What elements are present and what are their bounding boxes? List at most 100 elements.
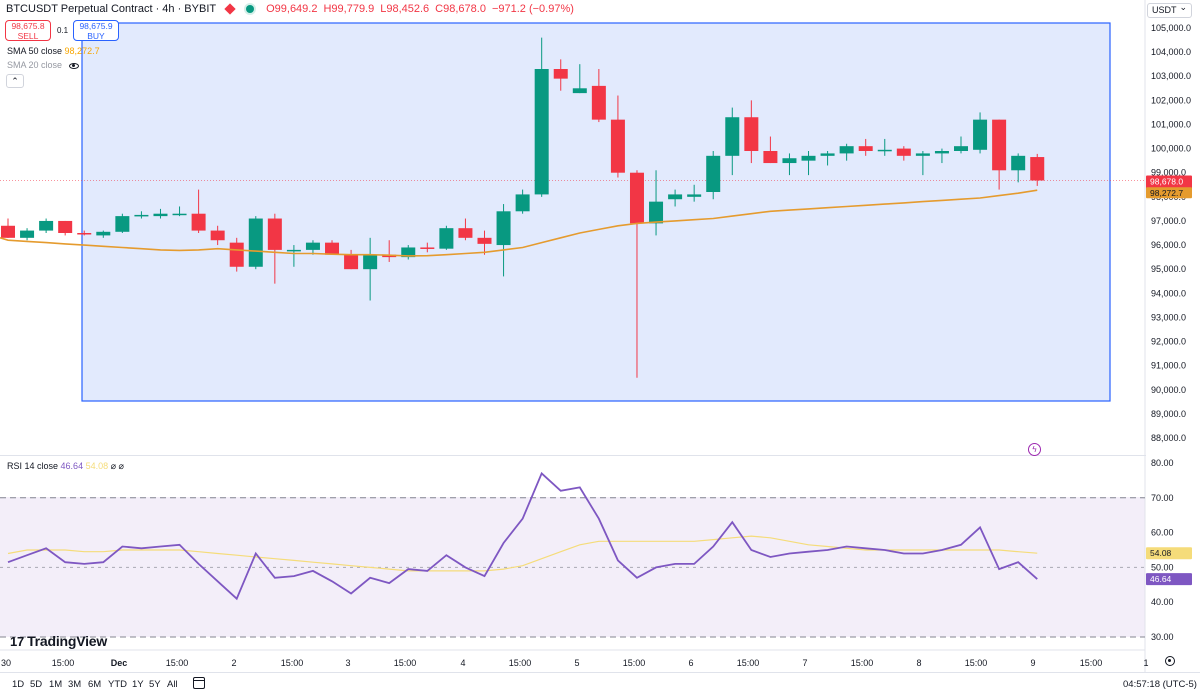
- rsi-ma-line: [7, 535, 1038, 572]
- candle-body: [96, 231, 111, 236]
- timeframe-5d[interactable]: 5D: [30, 679, 43, 690]
- market-status-icon[interactable]: [246, 5, 255, 13]
- price-axis-label: 92,000.0: [1151, 337, 1186, 347]
- sell-price: 98,675.8: [11, 21, 45, 31]
- price-axis-label: 101,000.0: [1151, 119, 1191, 129]
- candle-body: [115, 216, 130, 232]
- candle-body: [591, 85, 606, 120]
- sma20-legend[interactable]: SMA 20 close: [7, 60, 79, 70]
- sma50-legend[interactable]: SMA 50 close 98,272.7: [7, 46, 100, 56]
- candle-body: [954, 146, 968, 151]
- sma50-line: [0, 189, 1038, 257]
- timeframe-5y[interactable]: 5Y: [149, 679, 161, 690]
- candle-body: [668, 194, 683, 200]
- sma20-label: SMA 20 close: [7, 60, 63, 70]
- candle-body: [496, 211, 511, 246]
- candle-body: [305, 242, 320, 250]
- candle-body: [153, 213, 168, 217]
- candle-body: [992, 119, 1007, 171]
- price-axis-label: 99,000.0: [1151, 168, 1186, 178]
- candle-body: [706, 155, 721, 192]
- candle-body: [363, 254, 378, 270]
- timeframe-1m[interactable]: 1M: [49, 679, 63, 690]
- sma-price-tag-bg: [1146, 187, 1192, 199]
- tradingview-logo[interactable]: 17 TradingView: [10, 633, 107, 649]
- buy-button[interactable]: 98,675.9 BUY: [73, 20, 119, 41]
- candle-body: [1011, 155, 1026, 171]
- candle-body: [229, 242, 244, 267]
- time-axis-label: 5: [574, 658, 579, 668]
- ohlc-change: −971.2 (−0.97%): [491, 3, 574, 15]
- rsi-legend[interactable]: RSI 14 close 46.64 54.08 ⌀ ⌀: [7, 461, 124, 472]
- ohlc-close: C98,678.0: [435, 3, 486, 15]
- rsi-axis-label: 70.00: [1151, 493, 1174, 503]
- ohlc-low: L98,452.6: [380, 3, 430, 15]
- ohlc-open: O99,649.2: [266, 3, 318, 15]
- sell-label: SELL: [17, 30, 39, 41]
- candle-body: [420, 247, 435, 249]
- sma-price-tag: 98,272.7: [1150, 188, 1183, 198]
- candle-body: [439, 228, 454, 249]
- rsi-options[interactable]: ⌀ ⌀: [110, 461, 124, 471]
- timeframe-6m[interactable]: 6M: [88, 679, 102, 690]
- rsi-line: [7, 471, 1038, 601]
- time-axis-label: 15:00: [509, 658, 532, 668]
- rsi-value-tag-bg: [1146, 573, 1192, 586]
- buy-label: BUY: [87, 30, 105, 41]
- time-axis-label: 2: [231, 658, 236, 668]
- candle-body: [553, 69, 568, 79]
- candle-body: [763, 151, 778, 164]
- time-axis-label: 3: [345, 658, 350, 668]
- collapse-legend-button[interactable]: ⌃: [6, 74, 24, 88]
- price-axis-label: 89,000.0: [1151, 409, 1186, 419]
- last-price-tag: 98,678.0: [1150, 176, 1183, 186]
- candle-body: [210, 230, 225, 241]
- candle-body: [515, 194, 530, 212]
- rsi-value-tag: 46.64: [1150, 574, 1172, 584]
- time-axis-label: Dec: [111, 658, 128, 668]
- timeframe-1y[interactable]: 1Y: [132, 679, 144, 690]
- time-axis-label: 7: [802, 658, 807, 668]
- candle-body: [58, 220, 73, 233]
- candle-body: [725, 117, 740, 156]
- rsi-ma-value: 54.08: [85, 461, 109, 471]
- candle-body: [687, 194, 702, 197]
- candle-body: [820, 153, 835, 156]
- exchange-flag-icon: [224, 3, 236, 15]
- flash-icon[interactable]: ϟ: [1028, 443, 1041, 456]
- candle-body: [610, 119, 625, 173]
- time-axis-label: 15:00: [851, 658, 874, 668]
- timeframe-all[interactable]: All: [167, 679, 178, 690]
- time-axis-label: 15:00: [52, 658, 75, 668]
- settings-gear-icon[interactable]: [1165, 656, 1175, 666]
- timeframe-ytd[interactable]: YTD: [108, 679, 127, 690]
- rsi-ma-tag: 54.08: [1150, 548, 1172, 558]
- symbol-header: BTCUSDT Perpetual Contract · 4h · BYBIT …: [6, 3, 574, 15]
- rsi-value: 46.64: [60, 461, 84, 471]
- candle-body: [248, 218, 263, 267]
- price-axis-label: 95,000.0: [1151, 264, 1186, 274]
- pane-separator: [0, 455, 1146, 456]
- calendar-icon[interactable]: [193, 677, 205, 689]
- sma50-value: 98,272.7: [64, 46, 100, 56]
- candle-body: [20, 230, 35, 238]
- timeframe-1d[interactable]: 1D: [12, 679, 25, 690]
- price-axis-label: 91,000.0: [1151, 361, 1186, 371]
- ohlc-high: H99,779.9: [323, 3, 375, 15]
- rsi-ma-tag-bg: [1146, 547, 1192, 560]
- sell-button[interactable]: 98,675.8 SELL: [5, 20, 51, 41]
- timeframe-3m[interactable]: 3M: [68, 679, 82, 690]
- candle-body: [534, 69, 549, 195]
- selection-rectangle: [81, 22, 1111, 402]
- rsi-axis-label: 40.00: [1151, 597, 1174, 607]
- candle-body: [744, 117, 759, 151]
- visibility-eye-icon[interactable]: [68, 62, 79, 69]
- symbol-title[interactable]: BTCUSDT Perpetual Contract · 4h · BYBIT: [6, 3, 217, 15]
- time-axis-label: 15:00: [737, 658, 760, 668]
- price-axis-label: 94,000.0: [1151, 288, 1186, 298]
- candle-body: [782, 158, 797, 164]
- currency-selector[interactable]: USDT: [1147, 1, 1192, 18]
- rsi-axis-label: 30.00: [1151, 632, 1174, 642]
- rsi-label: RSI 14 close: [7, 461, 59, 471]
